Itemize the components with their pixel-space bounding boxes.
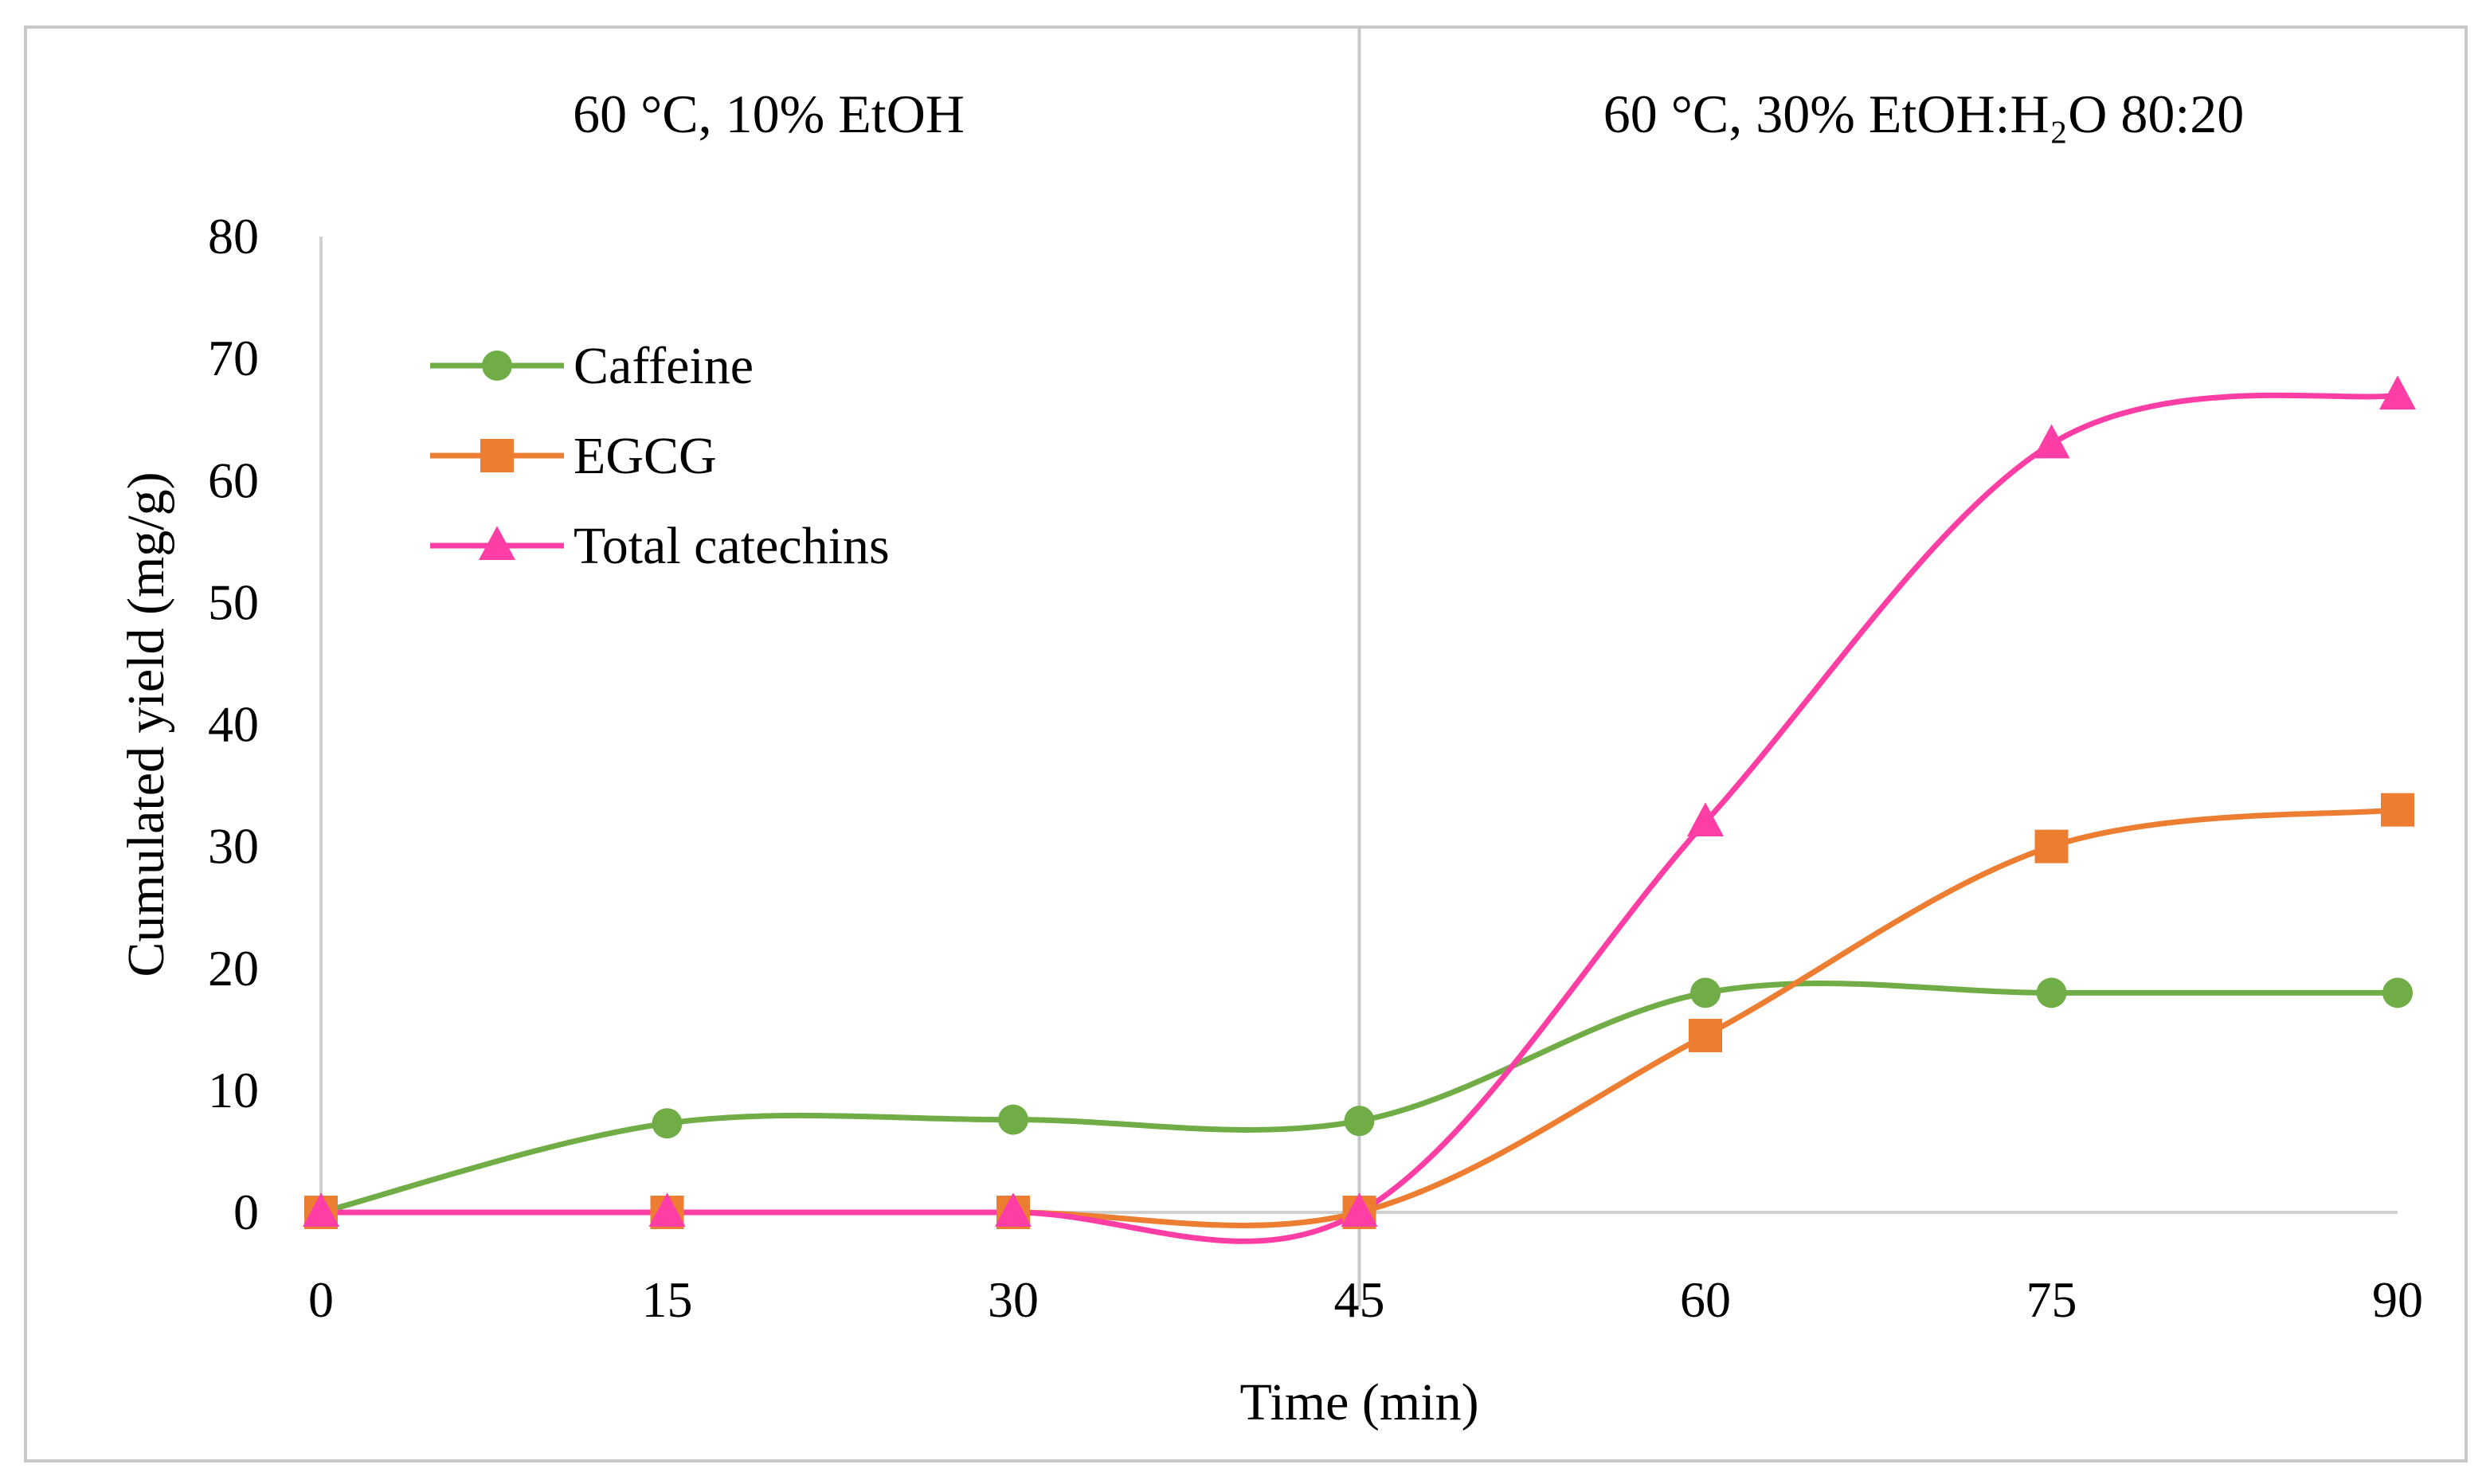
x-tick-label: 45 <box>1334 1271 1385 1328</box>
data-point-total-catechins <box>2033 424 2070 459</box>
data-point-total-catechins <box>995 1192 1032 1227</box>
data-point-total-catechins <box>1341 1192 1378 1227</box>
x-tick-label: 60 <box>1680 1271 1731 1328</box>
data-point-total-catechins <box>2379 375 2416 410</box>
y-tick-label: 40 <box>208 696 259 753</box>
data-point-total-catechins <box>1687 802 1724 836</box>
data-point-egcg <box>1689 1018 1722 1052</box>
x-tick-label: 15 <box>642 1271 693 1328</box>
data-point-caffeine <box>998 1104 1028 1135</box>
phase-label-2: 60 °C, 30% EtOH:H₂O 80:20 <box>1603 84 2245 144</box>
data-point-egcg <box>2381 793 2414 827</box>
data-point-caffeine <box>2036 977 2067 1008</box>
y-tick-label: 50 <box>208 574 259 630</box>
legend-marker-total-catechins <box>479 526 515 560</box>
legend-label-caffeine: Caffeine <box>574 337 754 395</box>
y-tick-label: 10 <box>208 1062 259 1118</box>
y-tick-label: 0 <box>233 1184 259 1240</box>
legend-label-egcg: EGCG <box>574 427 717 485</box>
data-point-total-catechins <box>303 1192 339 1227</box>
y-tick-label: 60 <box>208 452 259 508</box>
x-tick-label: 75 <box>2026 1271 2077 1328</box>
x-tick-label: 90 <box>2372 1271 2423 1328</box>
y-tick-label: 30 <box>208 818 259 875</box>
phase-label-1: 60 °C, 10% EtOH <box>573 84 965 144</box>
y-tick-label: 20 <box>208 940 259 997</box>
data-point-caffeine <box>1344 1106 1375 1137</box>
legend-marker-egcg <box>480 439 514 472</box>
y-tick-label: 80 <box>208 208 259 264</box>
data-point-caffeine <box>2382 977 2413 1008</box>
data-point-caffeine <box>1690 977 1721 1008</box>
y-axis-title: Cumulated yield (mg/g) <box>117 472 175 977</box>
data-point-egcg <box>2034 829 2069 863</box>
x-tick-label: 0 <box>308 1271 334 1328</box>
data-point-total-catechins <box>648 1192 686 1227</box>
x-tick-label: 30 <box>988 1271 1039 1328</box>
legend-label-total-catechins: Total catechins <box>574 517 890 575</box>
x-axis-title: Time (min) <box>1239 1373 1478 1431</box>
data-point-caffeine <box>652 1108 683 1139</box>
chart-border <box>24 25 2468 1462</box>
y-tick-label: 70 <box>208 330 259 386</box>
legend-marker-caffeine <box>482 350 512 381</box>
